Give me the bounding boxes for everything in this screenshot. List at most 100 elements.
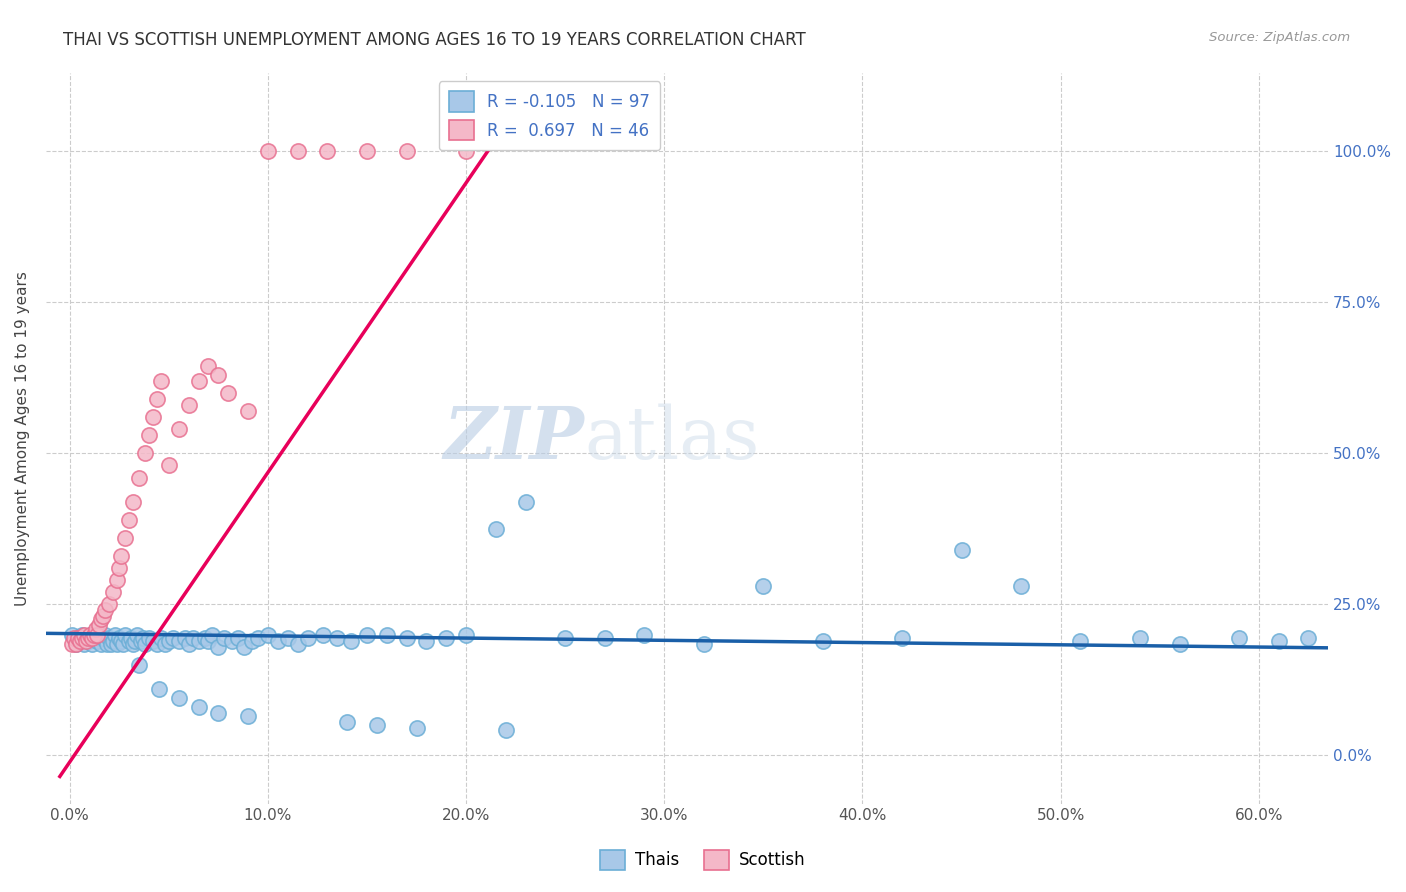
Point	[142, 410, 165, 425]
Point	[207, 368, 229, 382]
Point	[134, 446, 156, 460]
Text: ZIP: ZIP	[444, 403, 585, 474]
Point	[146, 637, 169, 651]
Point	[752, 579, 775, 593]
Point	[167, 422, 190, 436]
Point	[375, 627, 398, 641]
Legend: Thais, Scottish: Thais, Scottish	[593, 843, 813, 877]
Point	[1168, 637, 1191, 651]
Point	[80, 631, 103, 645]
Point	[153, 637, 176, 651]
Point	[104, 627, 127, 641]
Point	[146, 392, 169, 406]
Point	[103, 633, 125, 648]
Point	[162, 631, 184, 645]
Point	[434, 631, 457, 645]
Point	[103, 585, 125, 599]
Point	[105, 573, 128, 587]
Point	[197, 359, 219, 373]
Point	[277, 631, 299, 645]
Point	[456, 627, 478, 641]
Point	[236, 404, 259, 418]
Point	[395, 631, 418, 645]
Point	[811, 633, 834, 648]
Text: THAI VS SCOTTISH UNEMPLOYMENT AMONG AGES 16 TO 19 YEARS CORRELATION CHART: THAI VS SCOTTISH UNEMPLOYMENT AMONG AGES…	[63, 31, 806, 49]
Point	[316, 145, 339, 159]
Point	[93, 631, 115, 645]
Point	[60, 627, 83, 641]
Point	[66, 631, 89, 645]
Point	[167, 633, 190, 648]
Point	[267, 633, 290, 648]
Point	[105, 637, 128, 651]
Point	[287, 637, 309, 651]
Point	[79, 627, 101, 641]
Point	[132, 631, 155, 645]
Point	[128, 657, 150, 672]
Point	[118, 633, 141, 648]
Point	[72, 627, 94, 641]
Point	[128, 470, 150, 484]
Point	[201, 627, 224, 641]
Point	[485, 522, 508, 536]
Point	[86, 627, 108, 641]
Point	[142, 633, 165, 648]
Point	[693, 637, 716, 651]
Point	[167, 690, 190, 705]
Point	[65, 637, 87, 651]
Point	[83, 627, 105, 641]
Legend: R = -0.105   N = 97, R =  0.697   N = 46: R = -0.105 N = 97, R = 0.697 N = 46	[439, 81, 661, 151]
Point	[83, 631, 105, 645]
Point	[75, 633, 97, 648]
Point	[336, 715, 359, 730]
Point	[633, 627, 655, 641]
Text: atlas: atlas	[585, 403, 759, 474]
Point	[257, 627, 280, 641]
Point	[118, 513, 141, 527]
Point	[187, 633, 209, 648]
Point	[207, 706, 229, 720]
Point	[120, 631, 142, 645]
Point	[129, 633, 152, 648]
Point	[554, 631, 576, 645]
Point	[65, 637, 87, 651]
Point	[69, 633, 91, 648]
Point	[157, 458, 180, 473]
Point	[114, 627, 136, 641]
Point	[221, 633, 243, 648]
Point	[173, 631, 195, 645]
Point	[124, 633, 146, 648]
Point	[891, 631, 914, 645]
Point	[356, 627, 378, 641]
Point	[80, 637, 103, 651]
Point	[93, 609, 115, 624]
Point	[177, 398, 200, 412]
Point	[138, 631, 160, 645]
Point	[149, 374, 172, 388]
Point	[1298, 631, 1320, 645]
Point	[1129, 631, 1152, 645]
Point	[240, 633, 263, 648]
Point	[94, 627, 117, 641]
Point	[217, 386, 239, 401]
Point	[1267, 633, 1289, 648]
Point	[247, 631, 270, 645]
Point	[98, 631, 121, 645]
Point	[356, 145, 378, 159]
Point	[134, 637, 156, 651]
Point	[127, 627, 149, 641]
Point	[86, 633, 108, 648]
Point	[456, 145, 478, 159]
Point	[69, 633, 91, 648]
Point	[326, 631, 349, 645]
Point	[207, 640, 229, 654]
Point	[177, 637, 200, 651]
Point	[233, 640, 256, 654]
Point	[70, 631, 93, 645]
Point	[66, 631, 89, 645]
Point	[187, 700, 209, 714]
Point	[84, 622, 107, 636]
Point	[62, 631, 84, 645]
Point	[138, 428, 160, 442]
Point	[197, 633, 219, 648]
